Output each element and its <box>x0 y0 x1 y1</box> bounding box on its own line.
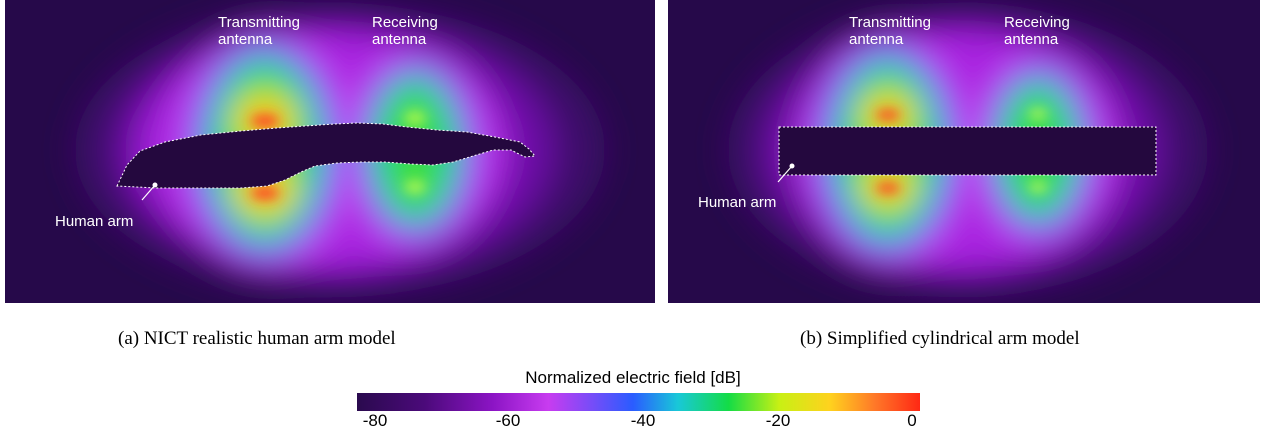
svg-text:Transmitting: Transmitting <box>849 14 931 31</box>
caption-cylindrical-model: (b) Simplified cylindrical arm model <box>800 328 1080 349</box>
field-map-cylindrical: Transmitting antenna Receiving antenna H… <box>668 0 1260 303</box>
transmitting-label-line1: Transmitting <box>218 14 300 31</box>
arm-leader-dot <box>152 182 158 188</box>
svg-text:Receiving: Receiving <box>372 14 438 31</box>
svg-text:Human arm: Human arm <box>698 194 776 211</box>
colorbar-tick-1: -60 <box>495 411 521 430</box>
field-map-realistic-svg: Transmitting antenna Receiving antenna H… <box>5 0 655 303</box>
receiving-label-line2: antenna <box>372 31 427 48</box>
human-arm-label: Human arm <box>55 213 133 230</box>
receiving-label-line1: Receiving <box>1004 14 1070 31</box>
colorbar-gradient <box>357 393 920 411</box>
arm-leader-line <box>777 165 793 183</box>
antenna-hotspots <box>876 110 1047 193</box>
svg-text:Transmitting: Transmitting <box>218 14 300 31</box>
realistic-arm-outline <box>116 122 537 189</box>
transmitting-label-line2: antenna <box>218 31 273 48</box>
colorbar-tick-3: -20 <box>765 411 791 430</box>
arm-leader-dot <box>789 163 795 169</box>
svg-text:antenna: antenna <box>1004 31 1059 48</box>
transmitting-label-line2: antenna <box>849 31 904 48</box>
svg-text:Receiving: Receiving <box>1004 14 1070 31</box>
colorbar-tick-2: -40 <box>630 411 656 430</box>
receiving-label-line2: antenna <box>1004 31 1059 48</box>
cylindrical-arm-outline <box>778 126 1157 176</box>
human-arm-label: Human arm <box>698 194 776 211</box>
field-map-cylindrical-svg: Transmitting antenna Receiving antenna H… <box>668 0 1260 303</box>
svg-text:antenna: antenna <box>849 31 904 48</box>
field-map-realistic: Transmitting antenna Receiving antenna H… <box>5 0 655 303</box>
transmitting-label-line1: Transmitting <box>849 14 931 31</box>
colorbar-tick-4: 0 <box>907 411 917 430</box>
svg-text:antenna: antenna <box>372 31 427 48</box>
caption-realistic-model: (a) NICT realistic human arm model <box>118 328 396 349</box>
receiving-label-line1: Receiving <box>372 14 438 31</box>
arm-leader-line <box>141 184 156 201</box>
svg-text:antenna: antenna <box>218 31 273 48</box>
antenna-hotspots <box>251 113 425 199</box>
svg-text:Human arm: Human arm <box>55 213 133 230</box>
colorbar-tick-0: -80 <box>362 411 388 430</box>
colorbar-title: Normalized electric field [dB] <box>525 368 741 387</box>
